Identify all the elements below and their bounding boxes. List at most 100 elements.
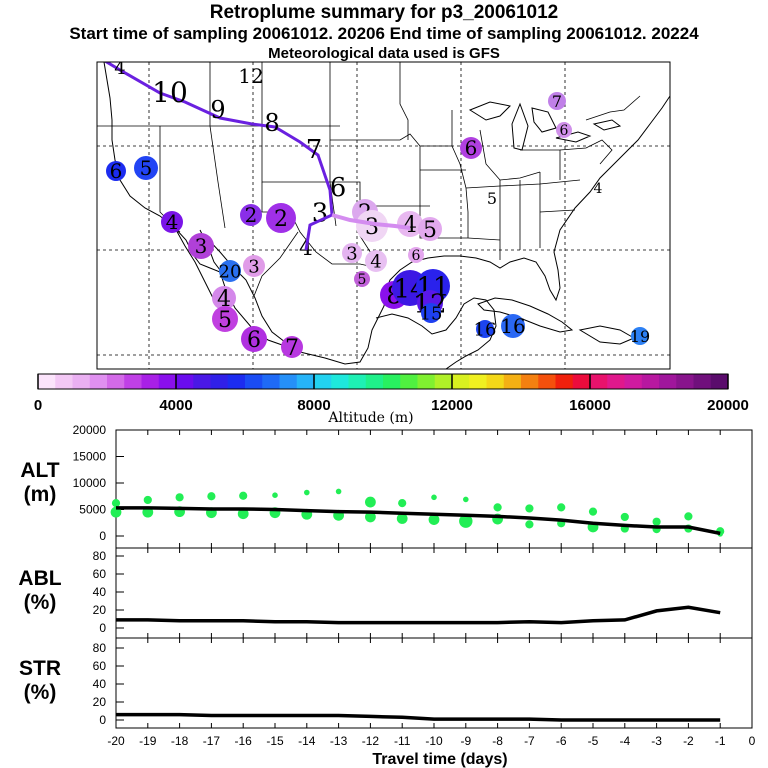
colorbar-swatch xyxy=(193,374,211,389)
altitude-point xyxy=(335,488,342,495)
x-tick-label: -4 xyxy=(619,734,630,748)
altitude-point xyxy=(365,496,376,508)
colorbar-swatch xyxy=(452,374,470,389)
panel-ylabel-top: ABL xyxy=(18,567,61,590)
altitude-point xyxy=(304,489,310,496)
cluster-marker xyxy=(106,161,126,181)
colorbar-swatch xyxy=(641,374,660,389)
x-tick-label: -11 xyxy=(394,734,411,748)
trajectory-day-label: 4 xyxy=(114,58,125,79)
y-tick-label: 40 xyxy=(93,585,107,599)
cluster-label: 2 xyxy=(245,203,258,227)
cluster-label: 4 xyxy=(403,213,417,238)
altitude-point xyxy=(239,491,248,500)
cluster-label: 4 xyxy=(217,287,231,312)
altitude-point xyxy=(428,514,440,525)
altitude-point xyxy=(525,520,534,529)
colorbar-tick-label: 8000 xyxy=(297,397,330,414)
altitude-point xyxy=(557,503,566,512)
y-tick-label: 60 xyxy=(93,567,107,581)
colorbar-swatch xyxy=(417,374,436,389)
altitude-point xyxy=(272,492,278,498)
meteorological-data-line: Meteorological data used is GFS xyxy=(268,45,500,62)
cluster-label: 7 xyxy=(552,92,562,111)
cluster-label: 3 xyxy=(248,256,259,277)
cluster-label: 20 xyxy=(219,261,242,282)
altitude-point xyxy=(175,493,184,502)
yucatan-coast xyxy=(375,297,497,369)
cluster-label: 5 xyxy=(487,189,497,208)
x-tick-label: -8 xyxy=(492,734,503,748)
colorbar-swatch xyxy=(365,374,384,389)
great-lakes xyxy=(468,101,622,151)
x-tick-label: -15 xyxy=(266,734,284,748)
altitude-point xyxy=(237,508,249,520)
cluster-label: 3 xyxy=(346,243,357,264)
altitude-point xyxy=(143,495,152,505)
y-tick-label: 40 xyxy=(93,677,107,691)
cluster-marker xyxy=(354,271,370,287)
colorbar-swatch xyxy=(107,374,125,389)
cluster-marker xyxy=(212,286,236,310)
cluster-marker xyxy=(460,137,482,159)
colorbar-swatch xyxy=(262,374,280,389)
panel-ylabel-top: STR xyxy=(19,657,61,680)
cluster-label: 6 xyxy=(465,136,478,160)
y-tick-label: 0 xyxy=(99,529,106,543)
cluster-label: 7 xyxy=(285,336,299,361)
cluster-marker xyxy=(281,336,303,358)
colorbar-swatch xyxy=(383,374,401,389)
cluster-marker xyxy=(556,122,572,138)
cluster-label: 3 xyxy=(365,215,379,240)
colorbar-title: Altitude (m) xyxy=(327,410,413,426)
cluster-marker xyxy=(188,233,214,259)
pacific-coastline xyxy=(103,62,301,353)
colorbar-swatch xyxy=(434,374,453,389)
cluster-marker xyxy=(243,255,265,277)
colorbar-swatch xyxy=(659,374,677,389)
y-tick-label: 80 xyxy=(93,549,107,563)
y-tick-label: 5000 xyxy=(79,503,106,517)
colorbar-swatch xyxy=(590,374,608,389)
sampling-time-line: Start time of sampling 20061012. 20206 E… xyxy=(69,24,699,43)
cluster-marker xyxy=(397,211,423,237)
cluster-label: 4 xyxy=(370,251,381,272)
y-tick-label: 60 xyxy=(93,659,107,673)
cluster-marker xyxy=(161,211,183,233)
colorbar-swatch xyxy=(296,374,315,389)
altitude-point xyxy=(652,517,661,526)
cluster-marker xyxy=(365,250,387,272)
altitude-point xyxy=(398,499,407,508)
cluster-marker xyxy=(631,327,649,345)
altitude-point xyxy=(431,494,437,501)
colorbar-swatch xyxy=(572,374,591,389)
cluster-marker xyxy=(240,204,262,226)
altitude-colorbar xyxy=(38,374,729,389)
colorbar-swatch xyxy=(72,374,91,389)
altitude-point xyxy=(684,512,693,521)
x-tick-label: -14 xyxy=(298,734,316,748)
colorbar-swatch xyxy=(141,374,160,389)
x-tick-label: 0 xyxy=(749,734,756,748)
cluster-label: 12 xyxy=(238,64,263,88)
x-axis-label: Travel time (days) xyxy=(372,751,507,768)
trajectory-day-label: 10 xyxy=(152,76,188,109)
colorbar-tick-label: 4000 xyxy=(159,397,192,414)
colorbar-swatch xyxy=(158,374,177,389)
cluster-label: 16 xyxy=(474,319,497,340)
colorbar-swatch xyxy=(710,374,729,389)
colorbar-swatch xyxy=(538,374,556,389)
cuba-coast xyxy=(477,297,574,333)
cluster-marker xyxy=(501,314,525,338)
cluster-marker xyxy=(356,210,388,242)
y-tick-label: 10000 xyxy=(73,476,107,490)
altitude-point xyxy=(207,492,216,501)
colorbar-tick-label: 20000 xyxy=(707,397,749,414)
x-tick-label: -13 xyxy=(330,734,348,748)
x-tick-label: -19 xyxy=(139,734,157,748)
cluster-label: 6 xyxy=(247,328,261,353)
cluster-marker xyxy=(219,260,241,282)
colorbar-tick-label: 16000 xyxy=(569,397,611,414)
colorbar-tick-labels: 0 4000 8000 12000 16000 20000 xyxy=(34,374,749,414)
